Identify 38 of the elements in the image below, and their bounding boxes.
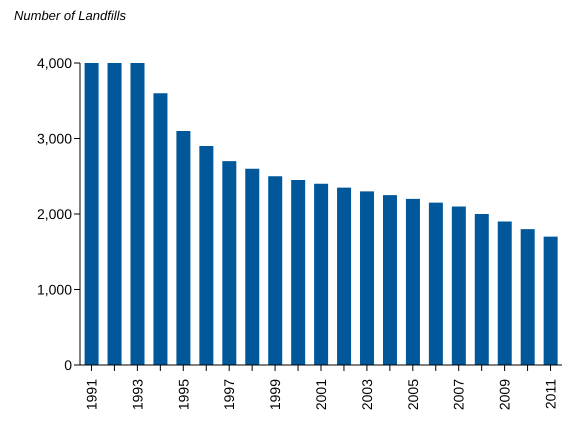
y-tick-label: 2,000 (36, 206, 72, 222)
bar (474, 214, 489, 365)
bar (108, 63, 122, 365)
bar (176, 130, 190, 365)
bar (544, 236, 558, 365)
bar (406, 198, 420, 365)
x-tick-label: 2011 (542, 378, 559, 410)
bar (314, 184, 328, 365)
bar (382, 195, 397, 365)
bar (498, 222, 512, 365)
x-tick-label: 2001 (313, 378, 329, 410)
bar (153, 93, 168, 365)
y-tick-label: 4,000 (36, 54, 72, 71)
x-tick-label: 1995 (175, 378, 192, 410)
bar (199, 146, 214, 365)
y-tick-label: 0 (64, 356, 72, 373)
y-tick-label: 1,000 (36, 281, 72, 298)
bar (268, 176, 282, 365)
x-tick-label: 1997 (221, 378, 238, 410)
x-tick-label: 1993 (129, 378, 146, 410)
y-axis-title: Number of Landfills (14, 8, 126, 23)
x-tick-label: 2007 (450, 378, 467, 410)
bar (360, 191, 374, 365)
bar (84, 63, 99, 365)
x-tick-label: 2005 (404, 378, 421, 410)
bar (452, 206, 466, 365)
bar (428, 202, 443, 365)
x-tick-label: 1991 (83, 378, 100, 410)
y-tick-label: 3,000 (36, 130, 72, 146)
x-tick-label: 1999 (267, 378, 284, 410)
bar (222, 161, 236, 365)
bar (245, 168, 260, 365)
bar (291, 180, 306, 365)
bar (520, 229, 535, 365)
bar (337, 188, 352, 365)
x-tick-label: 2003 (358, 378, 375, 410)
bar (130, 63, 144, 365)
x-tick-label: 2009 (496, 378, 513, 410)
